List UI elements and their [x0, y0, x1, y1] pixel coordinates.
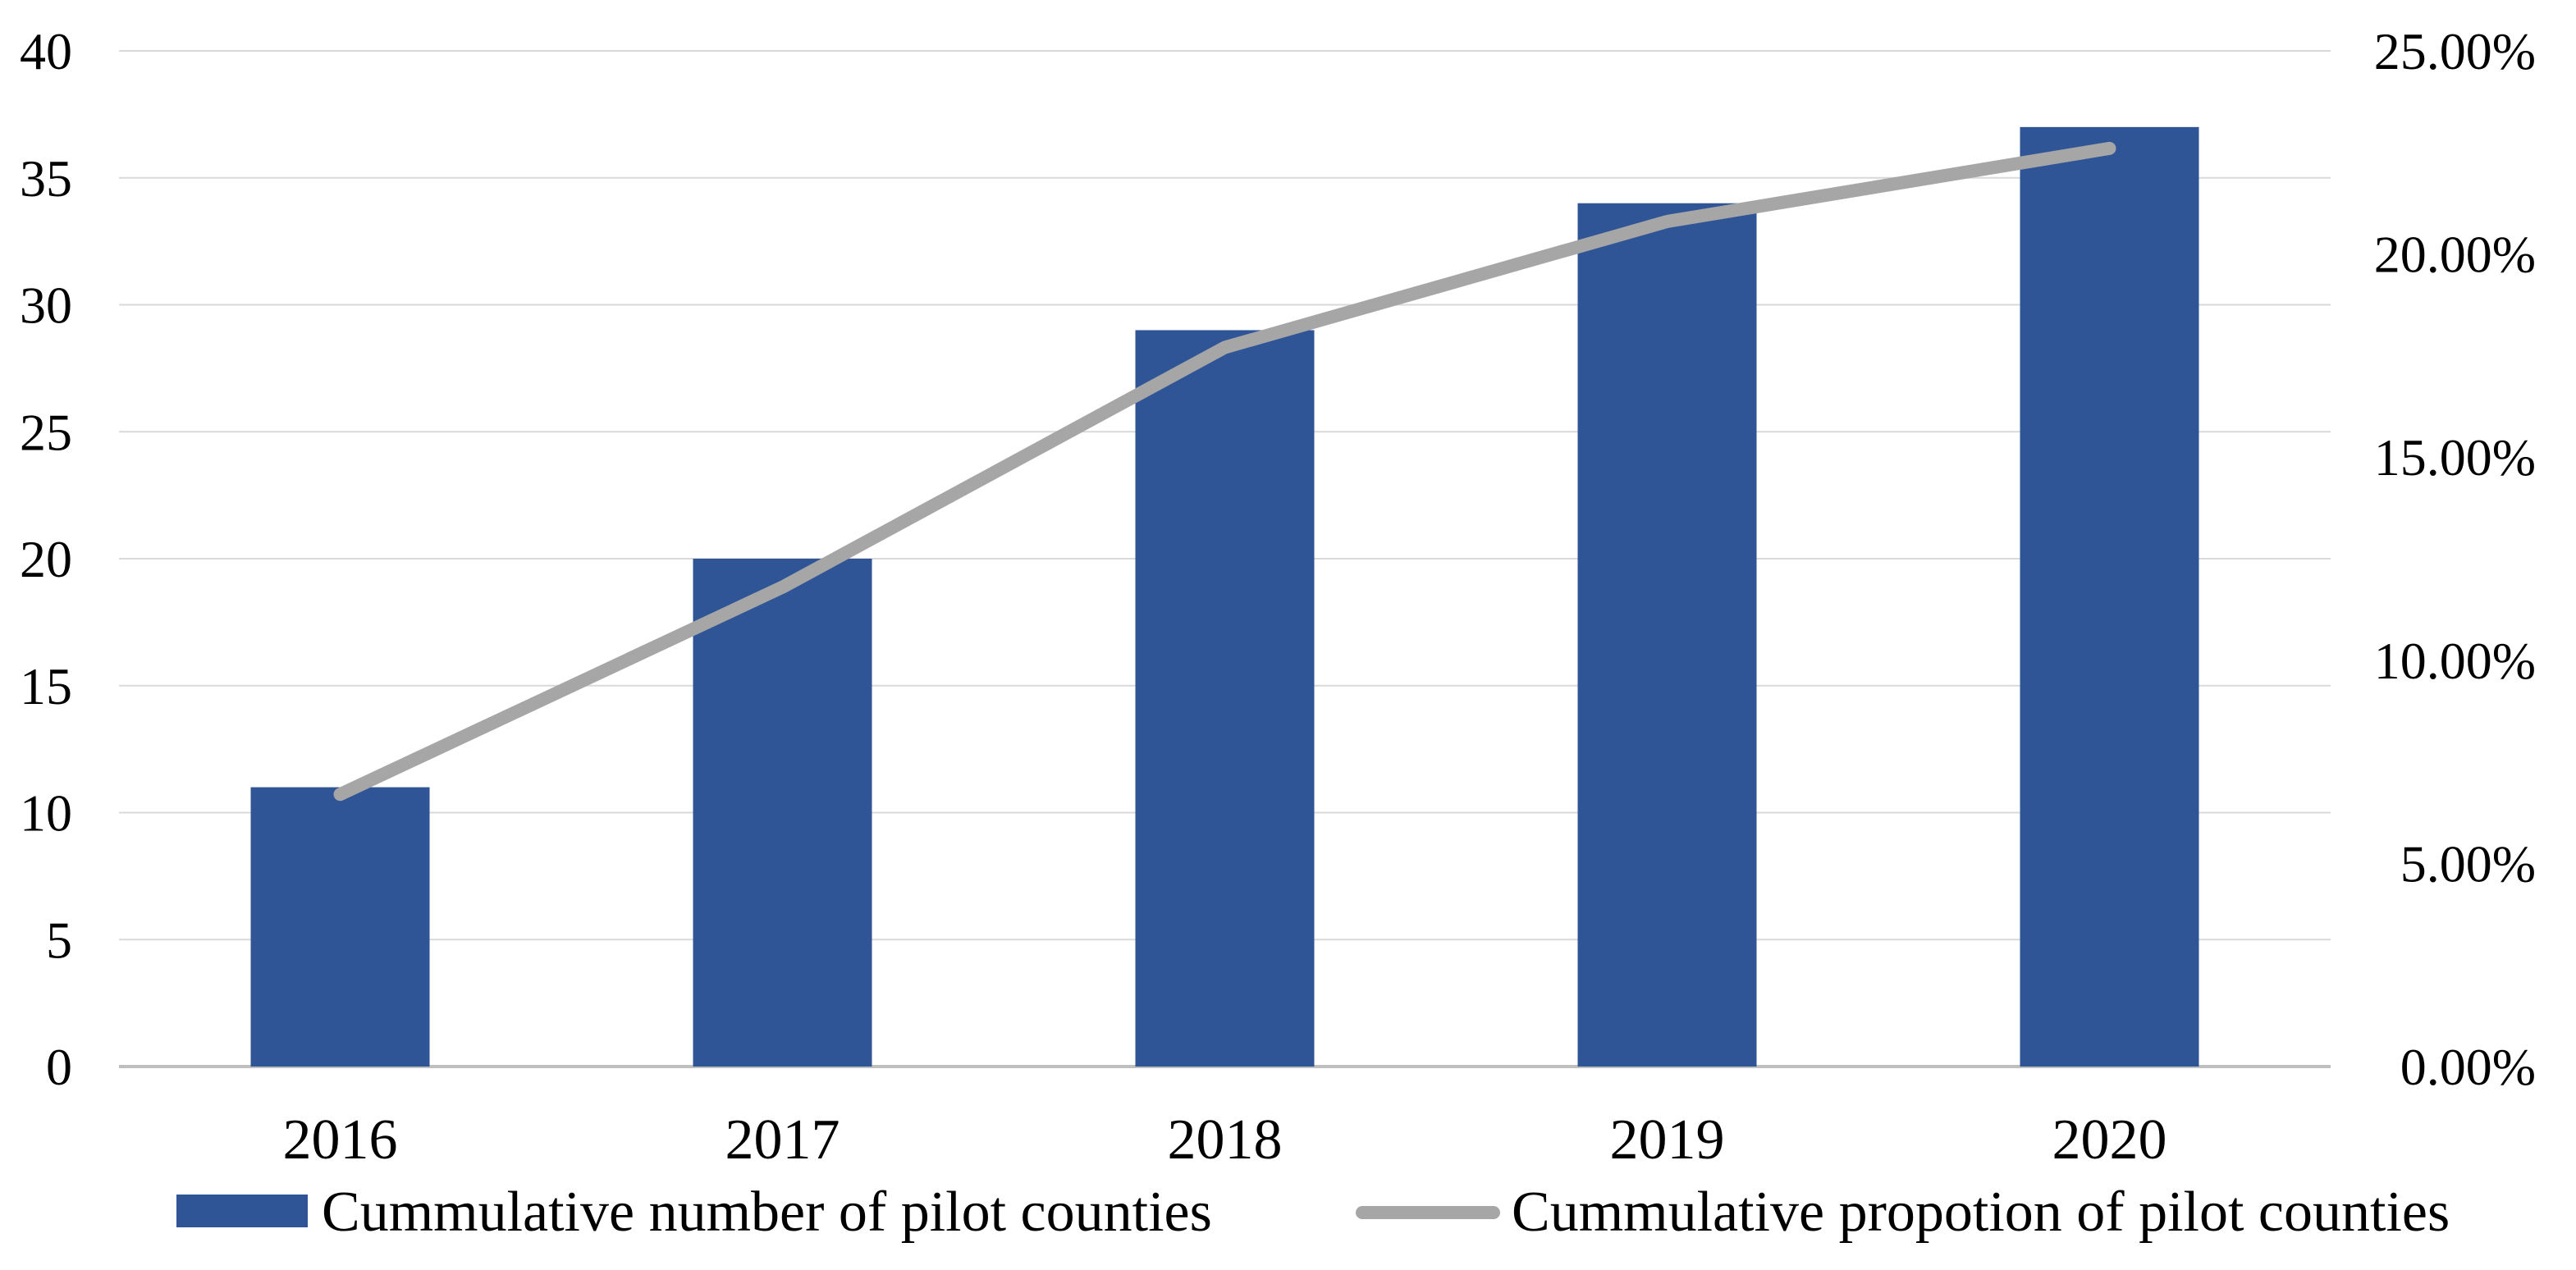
x-tick-label: 2018 [1168, 1108, 1283, 1172]
line-point-2020 [2108, 147, 2111, 149]
x-tick-label: 2016 [283, 1108, 398, 1172]
right-axis-ticks: 0.00% 5.00% 10.00% 15.00% 20.00% 25.00% [2374, 22, 2536, 1096]
x-tick-label: 2019 [1610, 1108, 1725, 1172]
left-tick-label: 0 [46, 1038, 72, 1096]
x-axis-ticks: 2016 2017 2018 2019 2020 [283, 1108, 2167, 1172]
left-tick-label: 15 [20, 657, 72, 715]
bar-2016 [250, 787, 430, 1067]
right-tick-label: 10.00% [2374, 632, 2536, 690]
line-point-2016 [339, 793, 341, 796]
legend: Cummulative number of pilot counties Cum… [176, 1181, 2450, 1244]
left-tick-label: 5 [46, 911, 72, 969]
bar-2020 [2020, 126, 2199, 1067]
right-tick-label: 25.00% [2374, 22, 2536, 80]
line-series [333, 141, 2116, 802]
bar-2019 [1577, 203, 1757, 1067]
left-tick-label: 30 [20, 276, 72, 335]
line-point-2017 [781, 586, 784, 588]
left-tick-label: 40 [20, 22, 72, 80]
left-tick-label: 20 [20, 530, 72, 588]
right-tick-label: 20.00% [2374, 226, 2536, 284]
x-tick-label: 2020 [2052, 1108, 2167, 1172]
right-tick-label: 15.00% [2374, 428, 2536, 487]
legend-label-bar: Cummulative number of pilot counties [322, 1181, 1212, 1244]
left-tick-label: 25 [20, 403, 72, 461]
line-point-2019 [1666, 220, 1668, 222]
right-tick-label: 0.00% [2400, 1038, 2536, 1096]
bar-series [250, 126, 2199, 1067]
left-tick-label: 35 [20, 149, 72, 208]
line-point-2018 [1224, 346, 1226, 349]
bar-2018 [1135, 330, 1315, 1067]
right-tick-label: 5.00% [2400, 834, 2536, 893]
legend-label-line: Cummulative propotion of pilot counties [1512, 1181, 2450, 1244]
left-axis-ticks: 0 5 10 15 20 25 30 35 40 [20, 22, 72, 1096]
bar-2017 [693, 559, 872, 1067]
left-tick-label: 10 [20, 784, 72, 843]
legend-swatch-bar [176, 1195, 308, 1227]
x-tick-label: 2017 [725, 1108, 840, 1172]
